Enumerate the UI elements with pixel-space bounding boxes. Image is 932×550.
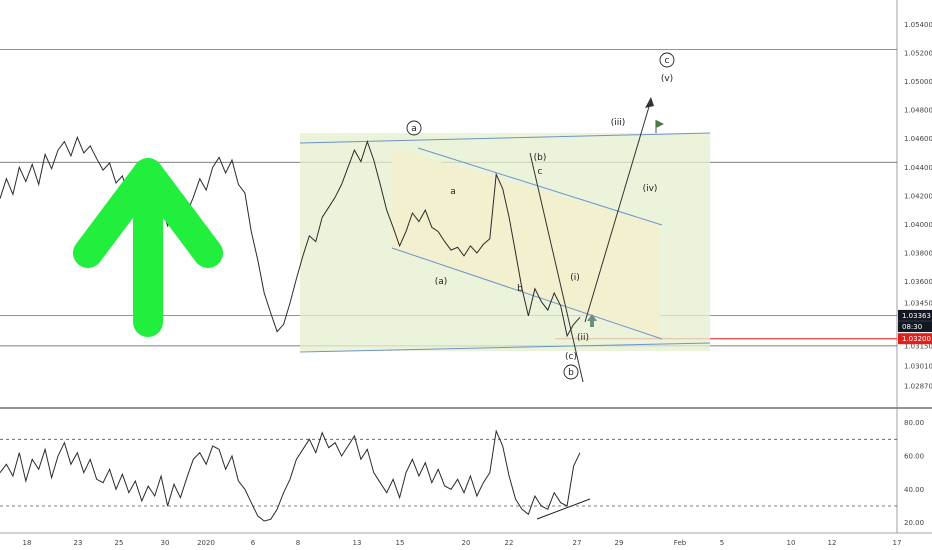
wave-label-iv: (iv) <box>643 184 658 194</box>
price-tick-label: 1.03150 <box>904 342 932 350</box>
projection-arrowhead <box>645 97 654 108</box>
rsi-tick-label: 20.00 <box>904 519 924 527</box>
price-tag-label: 1.03200 <box>902 335 931 343</box>
time-axis[interactable]: 18 23 25 30 2020 6 8 13 15 20 22 27 29 Feb 5 10 12 17 <box>23 539 902 547</box>
price-tick-label: 1.03450 <box>904 300 932 308</box>
price-tick-label: 1.05200 <box>904 50 932 58</box>
time-tick-label: 8 <box>296 539 300 547</box>
rsi-series-line[interactable] <box>0 429 581 522</box>
time-tick-label: 23 <box>74 539 83 547</box>
wave-label-a-circled: a <box>411 124 417 134</box>
price-axis[interactable]: 1.05400 1.05200 1.05000 1.04800 1.04600 1.044… <box>904 21 932 390</box>
rsi-tick-label: 80.00 <box>904 419 924 427</box>
circled-a-marker <box>406 120 422 136</box>
time-tick-label: 12 <box>828 539 837 547</box>
wave-label-a-paren: (a) <box>435 277 448 287</box>
price-tag-label: 08:30 <box>902 323 922 331</box>
time-tick-label: 20 <box>462 539 471 547</box>
rsi-axis[interactable]: 80.00 60.00 40.00 20.00 <box>904 419 924 527</box>
wave-c-line[interactable] <box>529 152 584 383</box>
price-series-line[interactable] <box>0 135 581 338</box>
wave-label-a-small: a <box>450 187 456 197</box>
time-tick-label: 27 <box>573 539 582 547</box>
channel-lower-line[interactable] <box>391 247 663 340</box>
price-tick-label: 1.04200 <box>904 192 932 200</box>
rsi-pane[interactable] <box>0 409 897 533</box>
price-tag-box <box>898 321 932 333</box>
big-up-arrow <box>73 158 223 337</box>
price-tick-label: 1.04600 <box>904 135 932 143</box>
time-tick-label: Feb <box>674 539 687 547</box>
wave-label-c-small: c <box>538 167 543 177</box>
time-tick-label: 17 <box>893 539 902 547</box>
zone-upper-line[interactable] <box>299 132 711 144</box>
projection-line[interactable] <box>584 99 652 323</box>
time-tick-label: 22 <box>505 539 514 547</box>
price-tags: 1.03363 08:30 1.03200 <box>898 309 932 345</box>
wave-label-i: (i) <box>570 273 580 283</box>
channel-upper-line[interactable] <box>417 147 663 226</box>
price-tick-label: 1.03800 <box>904 250 932 258</box>
circled-c-marker <box>659 52 675 68</box>
zone-lower-line[interactable] <box>299 342 711 353</box>
time-tick-label: 25 <box>115 539 124 547</box>
wave-label-c-circled: c <box>665 56 670 66</box>
wave-label-v: (v) <box>661 74 673 84</box>
channel-zone[interactable] <box>392 148 660 339</box>
time-tick-label: 15 <box>396 539 405 547</box>
price-tag-box <box>898 309 932 321</box>
flag-icon <box>655 120 664 133</box>
rsi-divergence-line[interactable] <box>536 498 591 520</box>
price-tag-label: 1.03363 <box>902 312 931 320</box>
time-tick-label: 30 <box>161 539 170 547</box>
wave-label-c-paren: (c) <box>565 352 577 362</box>
time-tick-label: 29 <box>615 539 624 547</box>
rsi-tick-label: 40.00 <box>904 486 924 494</box>
price-tick-label: 1.05400 <box>904 21 932 29</box>
time-tick-label: 5 <box>720 539 724 547</box>
time-tick-label: 13 <box>353 539 362 547</box>
wave-label-b-paren: (b) <box>534 153 547 163</box>
time-tick-label: 6 <box>251 539 256 547</box>
circled-b-marker <box>563 364 579 380</box>
time-tick-label: 10 <box>787 539 796 547</box>
price-tick-label: 1.05000 <box>904 78 932 86</box>
wave-label-iii: (iii) <box>611 118 626 128</box>
time-tick-label: 18 <box>23 539 32 547</box>
price-tick-label: 1.02870 <box>904 382 932 390</box>
wave-label-b-circled: b <box>568 368 574 378</box>
price-tag-box <box>898 333 932 345</box>
price-tick-label: 1.04400 <box>904 164 932 172</box>
wave-label-ii: (ii) <box>577 333 589 343</box>
price-tick-label: 1.04000 <box>904 221 932 229</box>
rsi-tick-label: 60.00 <box>904 453 924 461</box>
price-tick-label: 1.03600 <box>904 278 932 286</box>
price-tick-label: 1.04800 <box>904 107 932 115</box>
time-tick-label: 2020 <box>197 539 215 547</box>
wave-label-b-small: b <box>517 284 523 294</box>
price-tick-label: 1.03010 <box>904 362 932 370</box>
small-up-arrow-icon <box>587 314 597 327</box>
